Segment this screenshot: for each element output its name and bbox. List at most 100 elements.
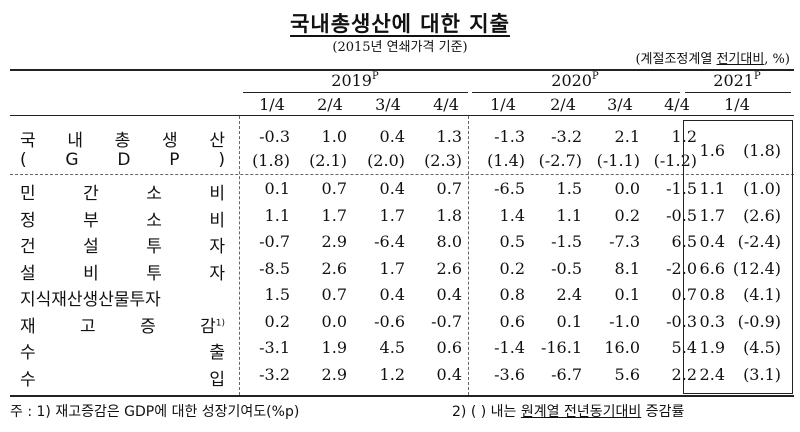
table-cell: -3.1 [259, 338, 290, 357]
table-cell: 0.7 [436, 179, 462, 198]
gdp-value-cell: 1.0 [321, 127, 347, 146]
unit-note: (계절조정계열 전기대비, %) [635, 48, 790, 67]
row-label-char: 감1) [200, 316, 225, 337]
table-cell: 1.2 [379, 364, 405, 384]
table-cell: 2.6 [321, 258, 347, 278]
table-cell: 6.5 [671, 232, 697, 251]
row-label-char: 자 [209, 263, 225, 284]
year-underline [472, 92, 680, 93]
table-cell: 1.7 [379, 258, 405, 278]
table-cell: 1.1 [556, 205, 582, 225]
row-label-char: D [117, 150, 131, 170]
row-label: 재 고 증 감1) [20, 312, 225, 337]
unit-prefix: (계절조정계열 [635, 52, 717, 67]
gdp-separator [10, 174, 794, 175]
row-label-char: 생 [161, 131, 178, 151]
table-cell: -8.5 [259, 258, 290, 278]
row-label-char: 자 [209, 237, 225, 257]
table-cell: 1.5 [556, 179, 582, 198]
quarter-header: 2/4 [550, 95, 576, 114]
gdp-yoy-cell: (-2.7) [538, 151, 582, 170]
latest-value: 1.1 [699, 179, 725, 198]
table-cell: -0.3 [666, 311, 697, 331]
latest-value: 0.4 [699, 232, 725, 251]
table-cell: -1.0 [609, 311, 640, 331]
table-cell: 1.1 [264, 205, 290, 225]
title-text: 국내총생산에 대한 지출 [290, 12, 510, 36]
quarter-header: 3/4 [607, 95, 633, 114]
footnote-2: 2) ( ) 내는 원계열 전년동기대비 증감률 [452, 401, 684, 421]
page-title: 국내총생산에 대한 지출 [0, 8, 800, 38]
latest-value: 0.8 [699, 285, 725, 304]
gdp-yoy-cell: (2.3) [424, 151, 462, 170]
header-bottom-rule [10, 115, 794, 116]
table-cell: -0.5 [666, 205, 697, 225]
row-label-char: 비 [209, 210, 225, 231]
gdp-latest-value: 1.6 [699, 141, 725, 160]
table-cell: 0.7 [321, 179, 347, 198]
table-cell: 0.1 [556, 311, 582, 331]
subtitle: (2015년 연쇄가격 기준) [332, 40, 468, 55]
table-cell: -1.4 [494, 338, 525, 357]
row-label-char: 설 [20, 263, 36, 284]
row-label-char: 내 [67, 131, 83, 151]
quarter-header: 1/4 [259, 95, 285, 114]
column-separator [468, 116, 469, 395]
gdp-value-cell: 0.4 [379, 127, 405, 146]
table-cell: 0.6 [499, 311, 525, 331]
row-label-char: 입 [209, 369, 225, 390]
latest-yoy: (2.6) [743, 205, 781, 225]
row-label-char: 산 [209, 131, 225, 151]
gdp-value-cell: -1.3 [494, 127, 525, 146]
year-header: 2021P [687, 71, 787, 90]
footnote-1: 주 : 1) 재고증감은 GDP에 대한 성장기여도(%p) [10, 404, 300, 420]
row-label-note: 1) [215, 317, 225, 328]
table-cell: 0.2 [264, 311, 290, 331]
gdp-yoy-cell: (2.0) [367, 151, 405, 170]
table-cell: -3.2 [259, 364, 290, 384]
table-cell: 0.7 [671, 285, 697, 304]
year-prelim-mark: P [753, 71, 761, 82]
quarter-header: 2/4 [317, 95, 343, 114]
latest-yoy: (-0.9) [737, 311, 781, 331]
gdp-yoy-cell: (1.4) [487, 151, 525, 170]
table-cell: -1.5 [666, 179, 697, 198]
table-cell: 0.1 [264, 179, 290, 198]
table-bottom-rule [10, 395, 794, 397]
table-cell: -6.4 [374, 232, 405, 251]
row-label-char: 투 [146, 237, 162, 257]
table-cell: 1.5 [264, 285, 290, 304]
table-cell: -6.5 [494, 179, 525, 198]
row-label-char: 비 [83, 263, 99, 284]
table-cell: 16.0 [604, 338, 640, 357]
gdp-yoy-cell: (1.8) [252, 151, 290, 170]
table-cell: 0.2 [614, 205, 640, 225]
year-underline [243, 92, 468, 93]
table-cell: 0.6 [436, 338, 462, 357]
latest-value: 2.4 [699, 364, 725, 384]
footnote-2-suffix: 증감률 [641, 404, 685, 420]
table-cell: 0.4 [436, 364, 462, 384]
latest-value: 1.9 [699, 338, 725, 357]
latest-yoy: (3.1) [743, 364, 781, 384]
row-label-char: 소 [146, 210, 162, 231]
row-label-char: 부 [83, 210, 99, 231]
year-prelim-mark: P [371, 71, 379, 82]
table-cell: -1.5 [551, 232, 582, 251]
table-cell: 2.2 [671, 364, 697, 384]
latest-yoy: (1.0) [743, 179, 781, 198]
row-label-char: 건 [20, 237, 36, 257]
row-label-char: 국 [20, 131, 36, 151]
row-label-char: 증 [140, 316, 156, 337]
quarter-header: 1/4 [724, 95, 750, 114]
footnote-2-prefix: 2) ( ) 내는 [452, 404, 521, 420]
row-label-char: 간 [83, 184, 99, 204]
latest-value: 0.3 [699, 311, 725, 331]
quarter-header: 4/4 [433, 95, 459, 114]
table-cell: -0.7 [431, 311, 462, 331]
table-cell: 1.9 [321, 338, 347, 357]
